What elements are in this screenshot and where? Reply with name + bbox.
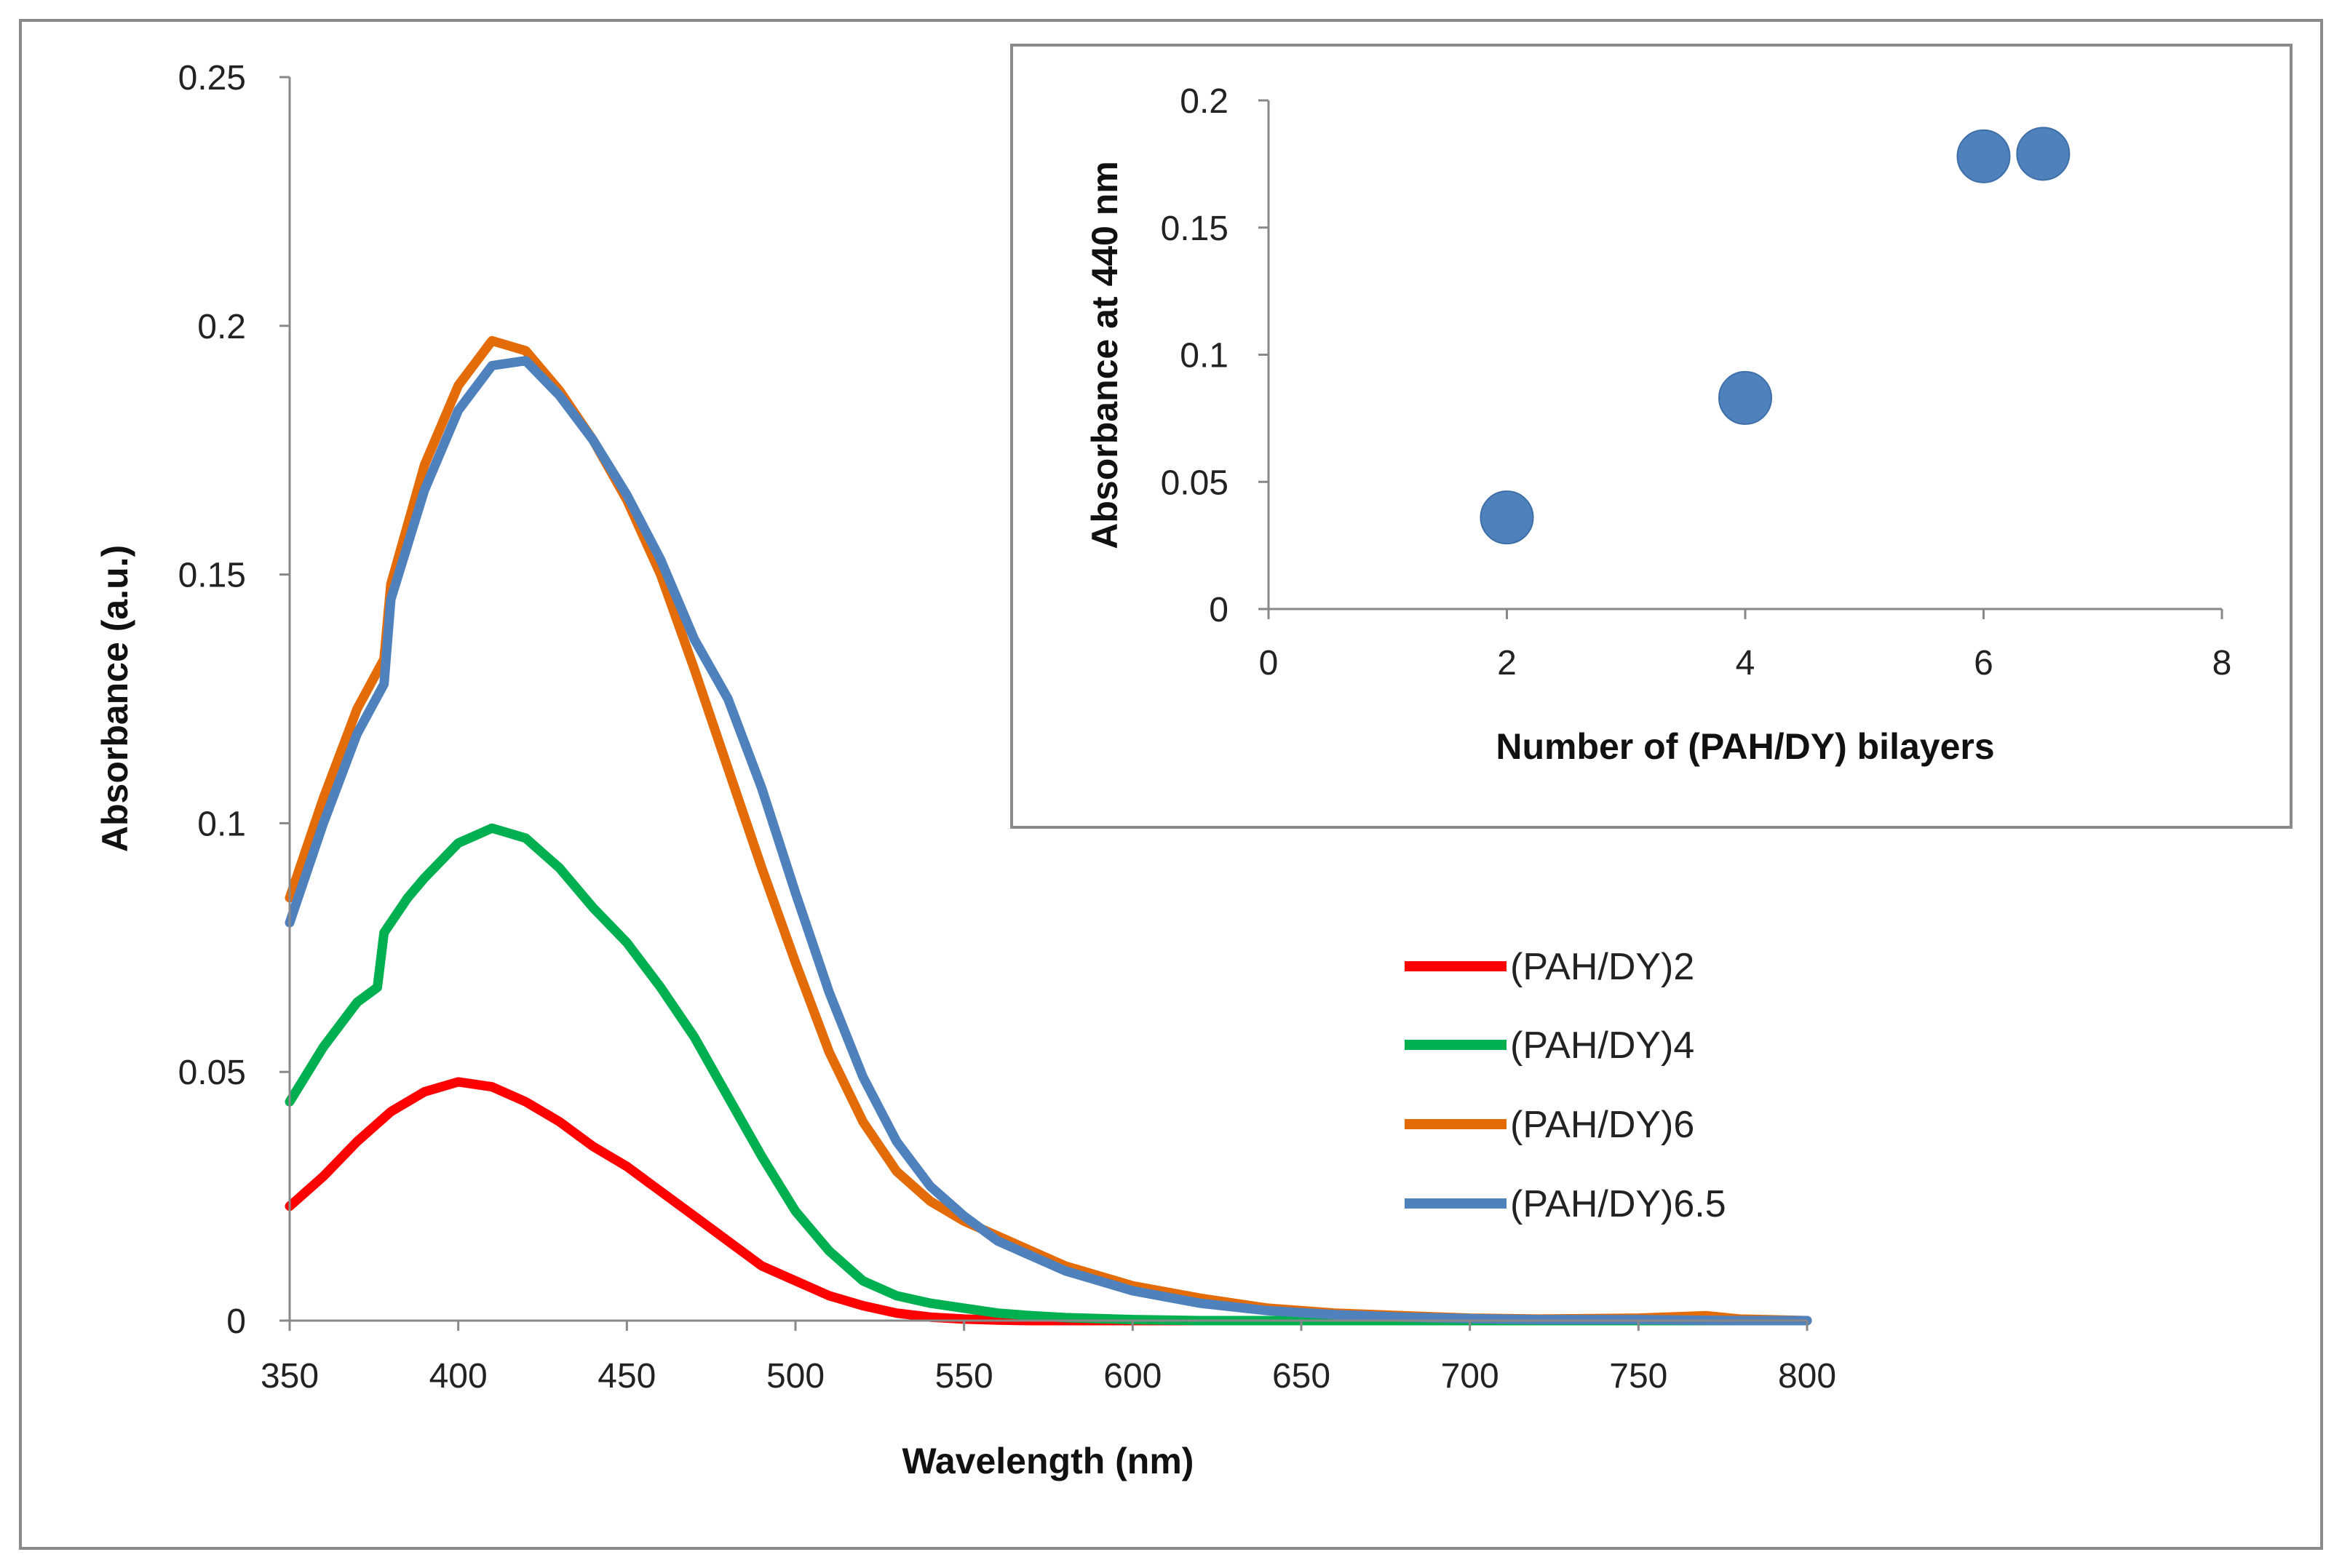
inset-y-tick-label: 0 [1209, 591, 1228, 629]
main-x-tick-label: 500 [766, 1357, 825, 1396]
inset-chart: 0 0.05 0.1 0.15 0.2 0 2 4 6 8 Number of (PAH/DY)… [1010, 44, 2293, 829]
main-y-tick-label: 0.1 [197, 805, 246, 843]
main-y-tick-label: 0.25 [178, 59, 246, 97]
main-y-tick-label: 0.15 [178, 557, 246, 595]
series-line-pah-dy-6-5 [285, 356, 1812, 1326]
main-x-tick-label: 350 [261, 1357, 319, 1396]
main-x-tick-label: 700 [1441, 1357, 1499, 1396]
inset-y-tick-label: 0.1 [1180, 337, 1228, 375]
inset-x-tick-label: 4 [1736, 644, 1755, 682]
series-line-pah-dy-4 [285, 823, 1812, 1326]
inset-x-tick-label: 6 [1974, 644, 1993, 682]
inset-x-ticks: 0 2 4 6 8 [1259, 609, 2232, 682]
main-x-tick-label: 800 [1778, 1357, 1836, 1396]
main-x-axis-title: Wavelength (nm) [902, 1441, 1194, 1481]
inset-x-axis-title: Number of (PAH/DY) bilayers [1496, 726, 1994, 767]
legend-label-pah-dy-4: (PAH/DY)4 [1510, 1024, 1694, 1067]
inset-x-tick-label: 0 [1259, 644, 1279, 682]
inset-data-point [1480, 490, 1534, 545]
main-y-axis-title: Absorbance (a.u.) [95, 545, 135, 852]
inset-x-tick-label: 2 [1497, 644, 1517, 682]
inset-y-ticks: 0 0.05 0.1 0.15 0.2 [1161, 82, 1269, 629]
main-x-tick-label: 400 [429, 1357, 488, 1396]
main-y-tick-label: 0 [226, 1302, 246, 1341]
inset-border [1010, 44, 2293, 829]
main-y-tick-label: 0.05 [178, 1054, 246, 1092]
main-x-tick-label: 550 [935, 1357, 993, 1396]
legend-label-pah-dy-6: (PAH/DY)6 [1510, 1104, 1694, 1146]
main-chart: 00.050.10.150.20.25 350 400 450 500 550 600 65… [95, 59, 1836, 1481]
main-y-ticks: 0 0.05 0.1 0.15 0.2 0.25 [178, 59, 290, 1341]
legend-label-pah-dy-2: (PAH/DY)2 [1510, 946, 1694, 988]
inset-y-tick-label: 0.05 [1161, 463, 1228, 502]
inset-y-tick-label: 0.15 [1161, 210, 1228, 248]
main-x-tick-label: 450 [598, 1357, 656, 1396]
main-y-tick-label: 0.2 [197, 308, 246, 346]
legend: (PAH/DY)2 (PAH/DY)4 (PAH/DY)6 (PAH/DY)6.… [1405, 946, 1726, 1225]
inset-data-point [2016, 127, 2071, 181]
inset-x-tick-label: 8 [2212, 644, 2232, 682]
main-x-tick-label: 650 [1272, 1357, 1330, 1396]
inset-data-point [1956, 129, 2011, 183]
main-x-tick-label: 750 [1609, 1357, 1667, 1396]
legend-label-pah-dy-6-5: (PAH/DY)6.5 [1510, 1183, 1726, 1225]
inset-y-axis-title: Absorbance at 440 nm [1084, 161, 1125, 549]
main-x-tick-label: 600 [1103, 1357, 1162, 1396]
inset-points [1480, 127, 2071, 545]
inset-data-point [1718, 370, 1772, 425]
inset-y-tick-label: 0.2 [1180, 82, 1228, 121]
main-x-ticks: 350 400 450 500 550 600 650 700 750 800 [261, 1321, 1836, 1396]
